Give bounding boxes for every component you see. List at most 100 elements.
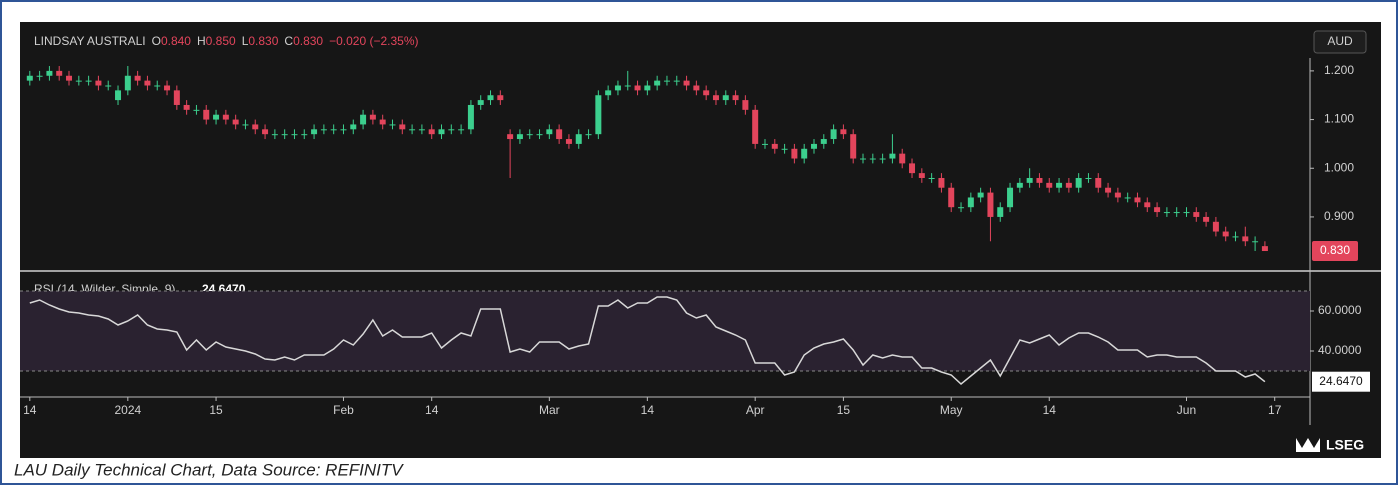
candle-body: [95, 80, 102, 86]
candle-body: [1056, 182, 1063, 188]
x-tick-label: 14: [641, 403, 655, 417]
candle-body: [546, 129, 553, 135]
y-tick-label: 0.900: [1324, 209, 1354, 223]
candle-body: [1016, 182, 1023, 188]
candle-body: [222, 114, 229, 120]
candle-body: [497, 95, 504, 101]
candle-body: [1046, 182, 1053, 188]
candle-body: [448, 129, 455, 131]
candle-body: [791, 148, 798, 159]
candle-body: [948, 187, 955, 208]
candle-body: [850, 134, 857, 159]
candle-body: [614, 85, 621, 91]
ohlc-value: 0.830: [248, 34, 278, 48]
candle-body: [1114, 192, 1121, 198]
candle-body: [311, 129, 318, 135]
candle-body: [781, 148, 788, 150]
candle-body: [1105, 187, 1112, 193]
candle-body: [203, 109, 210, 120]
ohlc-value: 0.850: [206, 34, 236, 48]
candle-body: [26, 75, 33, 81]
currency-button[interactable]: [1313, 30, 1367, 54]
candle-body: [1124, 197, 1131, 199]
ohlc-key: H: [197, 34, 206, 48]
chart-background: [20, 22, 1381, 458]
candle-body: [997, 207, 1004, 217]
candle-body: [860, 158, 867, 160]
y-tick-label: 60.0000: [1318, 303, 1362, 317]
candle-body: [1144, 202, 1151, 208]
candle-body: [1134, 197, 1141, 203]
candle-body: [115, 90, 122, 101]
candle-body: [399, 124, 406, 130]
candle-body: [232, 119, 239, 125]
candle-body: [193, 109, 200, 111]
x-tick-label: 15: [209, 403, 223, 417]
candle-body: [1261, 246, 1268, 252]
candle-body: [810, 143, 817, 149]
rsi-band: [20, 291, 1310, 371]
candle-body: [252, 124, 259, 130]
candle-body: [742, 100, 749, 110]
candle-body: [183, 104, 190, 110]
candle-body: [869, 158, 876, 160]
candle-body: [958, 207, 965, 209]
candle-body: [154, 85, 161, 87]
candle-body: [683, 80, 690, 86]
candle-body: [761, 143, 768, 145]
candle-body: [536, 134, 543, 136]
candle-body: [360, 114, 367, 125]
candle-body: [516, 134, 523, 140]
candle-body: [634, 85, 641, 91]
candle-body: [213, 114, 220, 120]
candle-body: [732, 95, 739, 101]
ohlc-key: O: [152, 34, 161, 48]
ohlc-value: 0.830: [293, 34, 323, 48]
lseg-logo: LSEG: [1296, 437, 1364, 453]
y-tick-label: 40.0000: [1318, 343, 1362, 357]
candle-body: [320, 129, 327, 131]
candle-body: [1232, 236, 1239, 238]
x-tick-label: 15: [837, 403, 851, 417]
candle-body: [820, 139, 827, 144]
candle-body: [124, 75, 131, 91]
candle-body: [977, 192, 984, 198]
candle-body: [595, 95, 602, 135]
candle-body: [801, 148, 808, 159]
candle-body: [987, 192, 994, 217]
rsi-last-box: [1312, 371, 1370, 392]
x-tick-label: 14: [425, 403, 439, 417]
candle-body: [389, 124, 396, 126]
x-tick-label: Jun: [1177, 403, 1196, 417]
candle-body: [722, 95, 729, 101]
candle-body: [477, 100, 484, 105]
candle-body: [1065, 182, 1072, 188]
candle-body: [663, 80, 670, 82]
candle-body: [46, 70, 53, 76]
candle-body: [291, 134, 298, 136]
candle-body: [879, 158, 886, 160]
candle-body: [918, 173, 925, 178]
candle-body: [673, 80, 680, 82]
candle-body: [1183, 212, 1190, 214]
candle-body: [1212, 221, 1219, 232]
candle-body: [66, 75, 73, 81]
candle-body: [712, 95, 719, 101]
candle-body: [507, 134, 514, 140]
candle-body: [693, 85, 700, 91]
rsi-last-label: 24.6470: [1319, 374, 1363, 388]
candle-body: [899, 153, 906, 164]
logo-icon: [1296, 438, 1320, 452]
candle-body: [703, 90, 710, 96]
candle-body: [418, 129, 425, 131]
candle-body: [1036, 177, 1043, 183]
candle-body: [379, 119, 386, 125]
candle-body: [1173, 212, 1180, 214]
y-tick-label: 1.000: [1324, 160, 1354, 174]
candle-body: [752, 109, 759, 144]
candle-body: [134, 75, 141, 81]
candle-body: [85, 80, 92, 82]
candle-body: [242, 124, 249, 126]
candle-body: [605, 90, 612, 96]
candle-body: [1007, 187, 1014, 208]
